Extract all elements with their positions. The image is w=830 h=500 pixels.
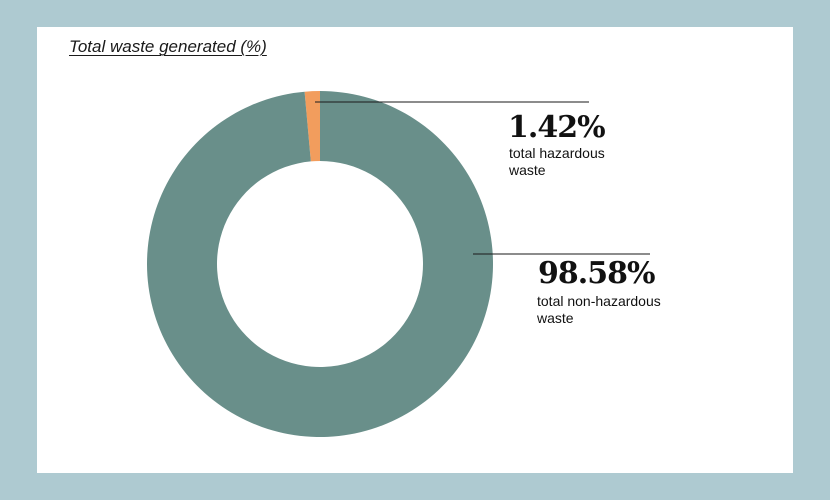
hazardous-description-line-1: total hazardous <box>509 145 605 161</box>
chart-card: Total waste generated (%) 1.42% total ha… <box>37 27 793 473</box>
non-hazardous-percent-label: 98.58% <box>538 256 655 291</box>
hazardous-slice <box>304 91 320 162</box>
non-hazardous-slice <box>146 91 493 437</box>
hazardous-percent-label: 1.42% <box>508 110 606 145</box>
hazardous-description: total hazardous waste <box>509 145 679 179</box>
non-hazardous-description-line-1: total non-hazardous <box>537 293 661 309</box>
non-hazardous-description-line-2: waste <box>537 310 574 326</box>
non-hazardous-description: total non-hazardous waste <box>537 293 707 327</box>
hazardous-description-line-2: waste <box>509 162 546 178</box>
donut-chart <box>146 91 650 437</box>
chart-title: Total waste generated (%) <box>69 37 267 56</box>
